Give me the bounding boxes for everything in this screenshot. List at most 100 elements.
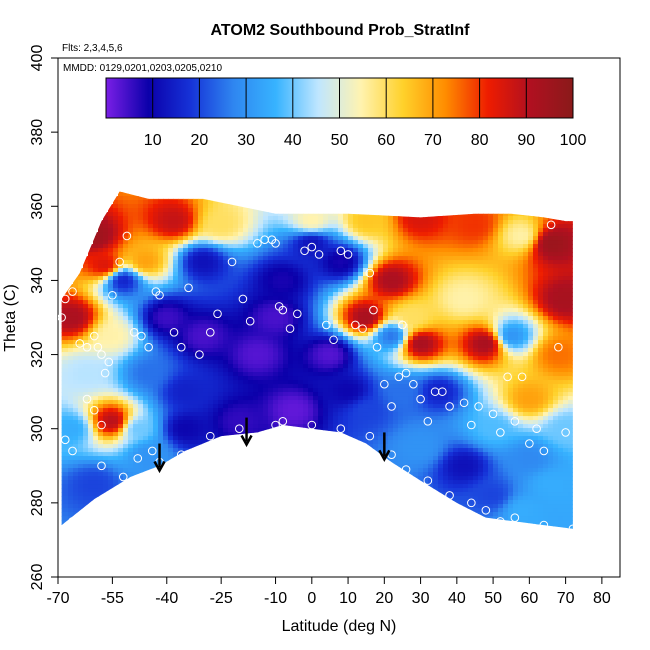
field-cell	[338, 428, 344, 433]
field-cell	[73, 408, 79, 413]
field-cell	[233, 392, 239, 397]
field-cell	[268, 424, 274, 429]
field-cell	[388, 332, 394, 337]
field-cell	[248, 380, 254, 385]
field-cell	[113, 196, 119, 201]
field-cell	[128, 292, 134, 297]
field-cell	[233, 272, 239, 277]
field-cell	[268, 236, 274, 241]
field-cell	[198, 236, 204, 241]
field-cell	[268, 340, 274, 345]
field-cell	[98, 340, 104, 345]
field-cell	[178, 324, 184, 329]
field-cell	[378, 428, 384, 433]
field-cell	[248, 204, 254, 209]
field-cell	[138, 204, 144, 209]
field-cell	[193, 300, 199, 305]
field-cell	[208, 340, 214, 345]
field-cell	[203, 228, 209, 233]
field-cell	[208, 272, 214, 277]
field-cell	[328, 260, 334, 265]
field-cell	[93, 300, 99, 305]
field-cell	[228, 328, 234, 333]
field-cell	[423, 380, 429, 385]
field-cell	[248, 288, 254, 293]
field-cell	[178, 408, 184, 413]
field-cell	[243, 316, 249, 321]
field-cell	[323, 396, 329, 401]
field-cell	[83, 372, 89, 377]
field-cell	[353, 376, 359, 381]
field-cell	[188, 324, 194, 329]
field-cell	[223, 304, 229, 309]
field-cell	[263, 340, 269, 345]
field-cell	[308, 368, 314, 373]
field-cell	[213, 408, 219, 413]
field-cell	[328, 328, 334, 333]
field-cell	[233, 256, 239, 261]
field-cell	[88, 252, 94, 257]
field-cell	[373, 256, 379, 261]
field-cell	[303, 344, 309, 349]
field-cell	[148, 284, 154, 289]
field-cell	[343, 328, 349, 333]
field-cell	[268, 384, 274, 389]
field-cell	[108, 360, 114, 365]
field-cell	[453, 260, 459, 265]
field-cell	[61, 504, 64, 509]
field-cell	[323, 256, 329, 261]
field-cell	[208, 228, 214, 233]
field-cell	[193, 304, 199, 309]
field-cell	[158, 328, 164, 333]
field-cell	[88, 360, 94, 365]
field-cell	[433, 276, 439, 281]
field-cell	[373, 412, 379, 417]
field-cell	[238, 224, 244, 229]
field-cell	[173, 396, 179, 401]
field-cell	[308, 360, 314, 365]
field-cell	[328, 224, 334, 229]
field-cell	[268, 356, 274, 361]
field-cell	[438, 388, 444, 393]
field-cell	[73, 284, 79, 289]
field-cell	[108, 424, 114, 429]
field-cell	[153, 328, 159, 333]
field-cell	[248, 304, 254, 309]
field-cell	[198, 300, 204, 305]
field-cell	[98, 432, 104, 437]
field-cell	[123, 424, 129, 429]
field-cell	[128, 444, 134, 449]
field-cell	[208, 420, 214, 425]
field-cell	[393, 456, 399, 461]
field-cell	[258, 360, 264, 365]
field-cell	[98, 392, 104, 397]
field-cell	[148, 200, 154, 205]
field-cell	[233, 244, 239, 249]
field-cell	[273, 300, 279, 305]
field-cell	[253, 268, 259, 273]
field-cell	[383, 324, 389, 329]
field-cell	[128, 300, 134, 305]
field-cell	[128, 396, 134, 401]
field-cell	[68, 456, 74, 461]
field-cell	[403, 288, 409, 293]
field-cell	[443, 368, 449, 373]
field-cell	[198, 208, 204, 213]
field-cell	[168, 292, 174, 297]
field-cell	[108, 308, 114, 313]
field-cell	[143, 280, 149, 285]
field-cell	[173, 404, 179, 409]
field-cell	[153, 416, 159, 421]
field-cell	[123, 244, 129, 249]
field-cell	[298, 348, 304, 353]
field-cell	[268, 300, 274, 305]
field-cell	[388, 240, 394, 245]
field-cell	[138, 436, 144, 441]
field-cell	[368, 388, 374, 393]
field-cell	[138, 276, 144, 281]
field-cell	[133, 468, 139, 473]
field-cell	[453, 276, 459, 281]
field-cell	[363, 244, 369, 249]
field-cell	[338, 280, 344, 285]
field-cell	[158, 408, 164, 413]
